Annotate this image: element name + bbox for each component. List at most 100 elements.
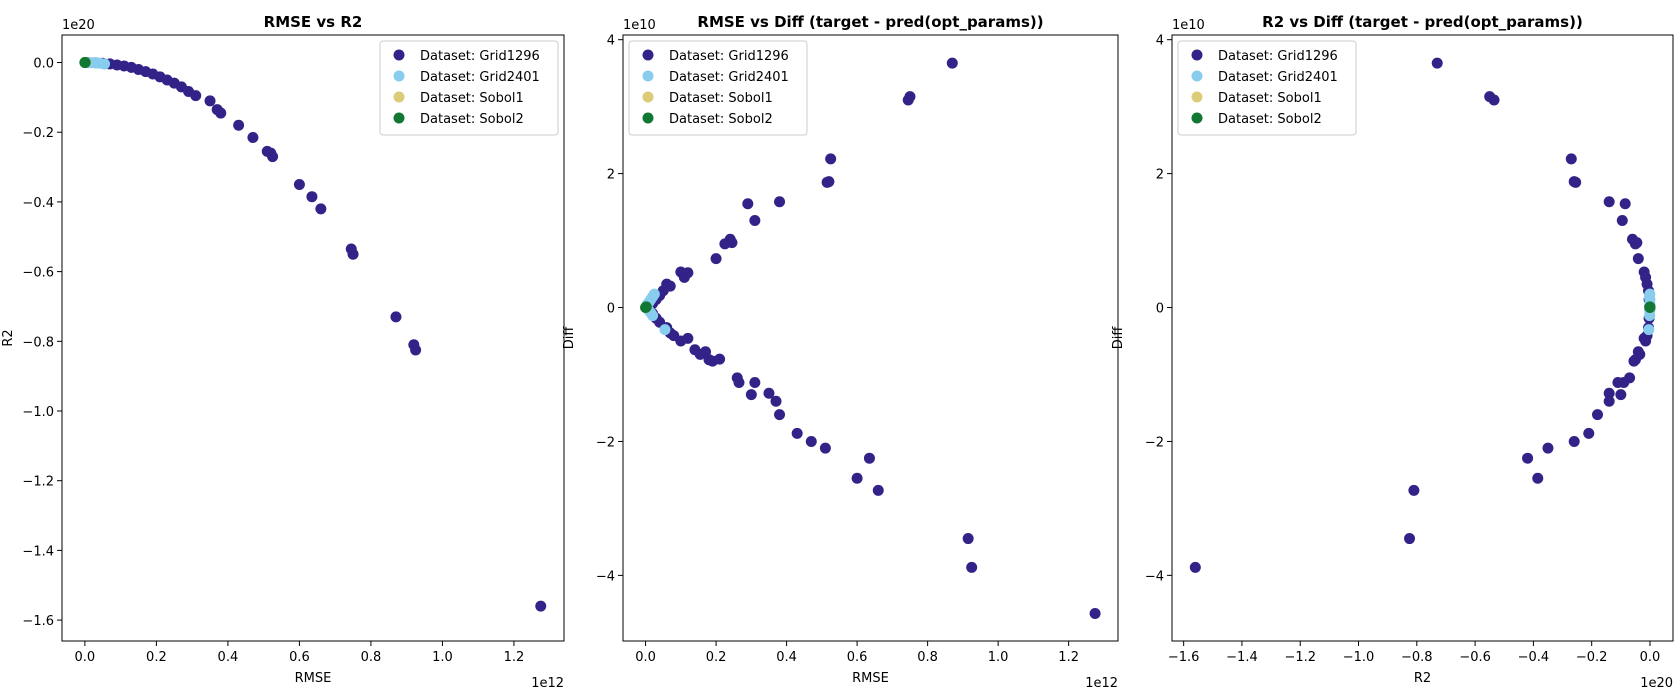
scatter-point-grid1296 bbox=[749, 377, 761, 389]
scatter-point-grid1296 bbox=[791, 427, 803, 439]
scatter-point-grid2401 bbox=[1643, 291, 1655, 303]
scatter-point-grid1296 bbox=[1592, 409, 1604, 421]
y-tick-label: −1.0 bbox=[22, 405, 54, 420]
scatter-point-grid1296 bbox=[1616, 214, 1628, 226]
legend-marker-sobol1 bbox=[1191, 91, 1203, 103]
y-axis-exponent: 1e10 bbox=[1172, 18, 1205, 33]
scatter-point-grid1296 bbox=[774, 196, 786, 208]
scatter-point-sobol2 bbox=[640, 301, 652, 313]
x-tick-label: 0.2 bbox=[146, 650, 167, 665]
y-tick-label: −0.4 bbox=[22, 196, 54, 211]
x-tick-label: 0.0 bbox=[635, 650, 656, 665]
scatter-point-grid1296 bbox=[726, 237, 738, 249]
legend-marker-sobol1 bbox=[393, 91, 405, 103]
scatter-point-grid1296 bbox=[390, 311, 402, 323]
scatter-point-grid1296 bbox=[293, 178, 305, 190]
legend-box bbox=[379, 40, 559, 136]
scatter-point-grid1296 bbox=[1565, 153, 1577, 165]
legend-entry-label: Dataset: Sobol1 bbox=[420, 91, 524, 106]
legend-marker-sobol2 bbox=[393, 112, 405, 124]
scatter-point-grid1296 bbox=[851, 472, 863, 484]
y-axis-label: Diff bbox=[562, 326, 577, 350]
x-tick-label: 0.6 bbox=[289, 650, 310, 665]
y-axis-exponent: 1e10 bbox=[623, 18, 656, 33]
y-tick-label: −1.4 bbox=[22, 544, 54, 559]
scatter-point-grid1296 bbox=[682, 332, 694, 344]
scatter-point-grid1296 bbox=[306, 191, 318, 203]
legend: Dataset: Grid1296 Dataset: Grid2401 Datase… bbox=[379, 40, 559, 136]
scatter-point-grid1296 bbox=[1532, 472, 1544, 484]
legend-marker-sobol2 bbox=[1191, 112, 1203, 124]
scatter-point-grid1296 bbox=[763, 387, 775, 399]
legend-box bbox=[1177, 40, 1357, 136]
x-tick-label: 0.2 bbox=[706, 650, 727, 665]
scatter-point-grid1296 bbox=[1488, 94, 1500, 106]
chart-panel-2: RMSE vs Diff (target - pred(opt_params))… bbox=[562, 13, 1119, 691]
legend-entry-label: Dataset: Sobol1 bbox=[1218, 91, 1322, 106]
scatter-point-grid2401 bbox=[647, 310, 659, 322]
scatter-point-grid1296 bbox=[1542, 442, 1554, 454]
scatter-point-sobol2 bbox=[1644, 301, 1656, 313]
y-tick-label: −1.2 bbox=[22, 475, 54, 490]
legend-marker-grid2401 bbox=[1191, 70, 1203, 82]
scatter-point-grid1296 bbox=[770, 395, 782, 407]
scatter-point-grid1296 bbox=[1089, 608, 1101, 620]
y-tick-label: −1.6 bbox=[22, 614, 54, 629]
x-tick-label: 1.0 bbox=[988, 650, 1009, 665]
scatter-point-grid1296 bbox=[1615, 389, 1627, 401]
scatter-point-grid1296 bbox=[190, 90, 202, 102]
scatter-point-grid1296 bbox=[733, 377, 745, 389]
y-tick-label: 4 bbox=[607, 34, 615, 49]
y-tick-label: 0.0 bbox=[33, 57, 54, 72]
scatter-point-grid1296 bbox=[962, 533, 974, 545]
scatter-point-grid2401 bbox=[99, 58, 111, 70]
scatter-point-grid2401 bbox=[648, 288, 660, 300]
scatter-point-grid1296 bbox=[1189, 561, 1201, 573]
scatter-point-grid1296 bbox=[904, 91, 916, 103]
legend-entry-label: Dataset: Sobol2 bbox=[420, 112, 524, 127]
scatter-point-grid1296 bbox=[1570, 176, 1582, 188]
x-tick-label: 0.8 bbox=[361, 650, 382, 665]
scatter-point-grid1296 bbox=[247, 131, 259, 143]
x-tick-label: −0.6 bbox=[1459, 650, 1491, 665]
scatter-point-grid1296 bbox=[678, 271, 690, 283]
x-axis-exponent: 1e20 bbox=[1640, 676, 1673, 691]
scatter-point-grid1296 bbox=[742, 198, 754, 210]
x-tick-label: 0.4 bbox=[218, 650, 239, 665]
x-tick-label: 0.6 bbox=[847, 650, 868, 665]
x-tick-label: −0.4 bbox=[1518, 650, 1550, 665]
scatter-point-grid1296 bbox=[1603, 196, 1615, 208]
scatter-point-grid1296 bbox=[315, 203, 327, 215]
x-tick-label: −1.2 bbox=[1284, 650, 1316, 665]
scatter-point-grid1296 bbox=[1603, 387, 1615, 399]
y-tick-label: 4 bbox=[1156, 34, 1164, 49]
chart-title: RMSE vs Diff (target - pred(opt_params)) bbox=[697, 13, 1043, 31]
legend-entry-label: Dataset: Sobol1 bbox=[669, 91, 773, 106]
y-tick-label: −2 bbox=[1145, 435, 1164, 450]
x-tick-label: 0.4 bbox=[776, 650, 797, 665]
y-tick-label: −2 bbox=[596, 435, 615, 450]
scatter-point-grid1296 bbox=[825, 153, 837, 165]
scatter-point-grid1296 bbox=[1632, 253, 1644, 265]
scatter-point-grid1296 bbox=[215, 107, 227, 119]
legend-marker-sobol2 bbox=[642, 112, 654, 124]
scatter-point-grid1296 bbox=[1612, 377, 1624, 389]
legend-marker-sobol1 bbox=[642, 91, 654, 103]
x-axis-label: RMSE bbox=[295, 671, 332, 686]
y-tick-label: −0.6 bbox=[22, 266, 54, 281]
scatter-point-grid1296 bbox=[535, 600, 547, 612]
legend-marker-grid1296 bbox=[1191, 49, 1203, 61]
scatter-point-grid1296 bbox=[1619, 198, 1631, 210]
scatter-point-grid1296 bbox=[347, 248, 359, 260]
legend: Dataset: Grid1296 Dataset: Grid2401 Datase… bbox=[1177, 40, 1357, 136]
y-tick-label: −4 bbox=[596, 569, 615, 584]
scatter-point-grid1296 bbox=[872, 484, 884, 496]
legend-entry-label: Dataset: Grid2401 bbox=[669, 70, 789, 85]
scatter-points bbox=[1189, 57, 1656, 573]
legend-entry-label: Dataset: Grid1296 bbox=[1218, 49, 1338, 64]
y-tick-label: −4 bbox=[1145, 569, 1164, 584]
y-axis-label: R2 bbox=[1, 329, 16, 346]
y-tick-label: 0 bbox=[1156, 302, 1164, 317]
legend-marker-grid2401 bbox=[393, 70, 405, 82]
